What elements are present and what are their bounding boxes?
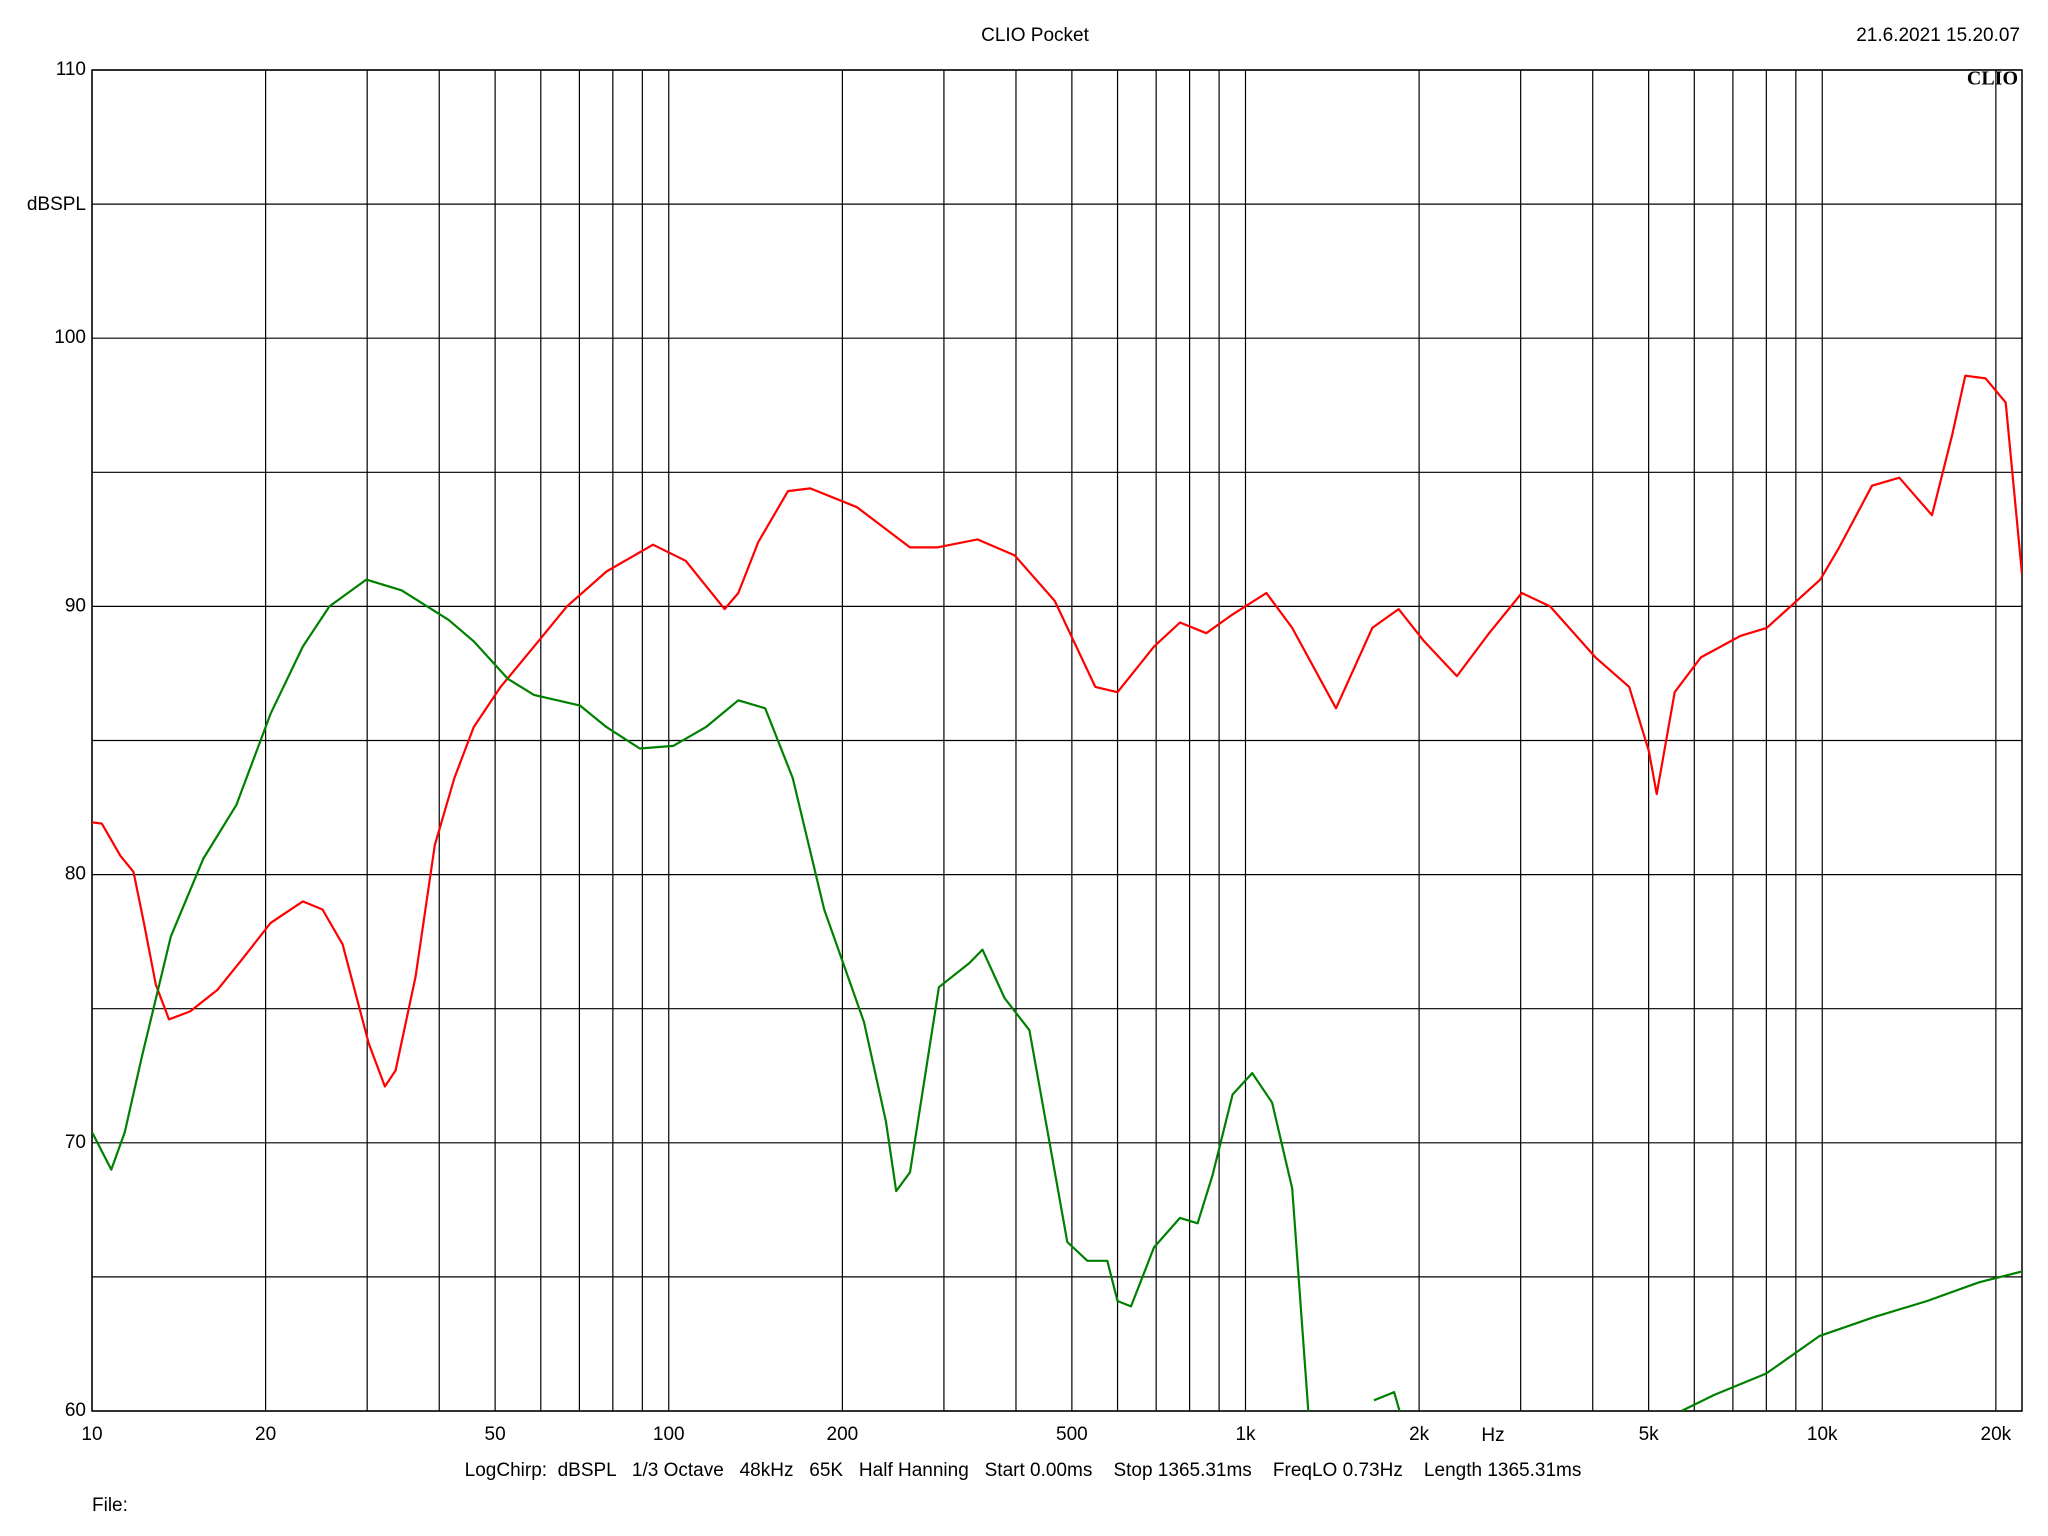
y-tick-label: 90 <box>65 595 86 616</box>
x-tick-label: 10k <box>1807 1424 1838 1445</box>
x-tick-label: 100 <box>653 1424 685 1445</box>
x-axis-label: Hz <box>1481 1425 1504 1446</box>
x-tick-label: 20k <box>1981 1424 2012 1445</box>
x-tick-label: 2k <box>1409 1424 1430 1445</box>
x-tick-label: 50 <box>485 1424 506 1445</box>
settings-footer: LogChirp: dBSPL 1/3 Octave 48kHz 65K Hal… <box>465 1460 1582 1481</box>
timestamp: 21.6.2021 15.20.07 <box>1856 25 2020 46</box>
x-tick-label: 200 <box>827 1424 859 1445</box>
x-tick-label: 5k <box>1639 1424 1660 1445</box>
y-axis-label: dBSPL <box>27 194 86 215</box>
y-tick-label: 110 <box>56 59 86 80</box>
x-tick-label: 500 <box>1056 1424 1088 1445</box>
response-curve <box>92 374 2022 1088</box>
x-tick-label: 1k <box>1235 1424 1256 1445</box>
chart-title: CLIO Pocket <box>981 25 1089 46</box>
plot-area <box>92 374 2022 1411</box>
y-tick-label: 80 <box>65 864 86 885</box>
response-curve <box>92 578 2022 1411</box>
y-tick-label: 70 <box>65 1132 86 1153</box>
plot-frame <box>91 69 2023 1412</box>
logo: CLIO <box>1967 68 2018 90</box>
y-tick-label: 60 <box>65 1400 86 1421</box>
x-tick-label: 20 <box>255 1424 276 1445</box>
x-tick-label: 10 <box>81 1424 102 1445</box>
y-tick-label: 100 <box>54 327 86 348</box>
file-label: File: <box>92 1495 128 1516</box>
